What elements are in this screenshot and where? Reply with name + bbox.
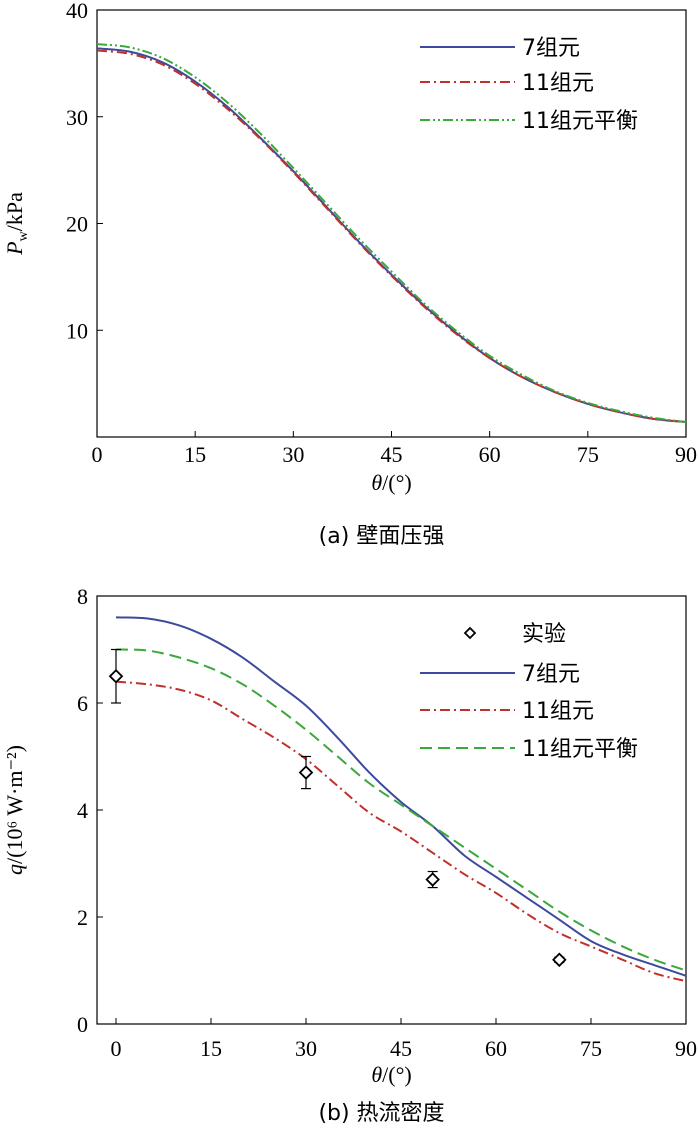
legend-label-1: 7组元	[522, 662, 580, 687]
plot-frame	[96, 595, 687, 1025]
y-tick-label: 4	[77, 798, 88, 823]
legend-label-2: 11组元	[522, 71, 594, 96]
x-tick-label: 90	[675, 1036, 697, 1061]
y-tick-label: 8	[77, 584, 88, 609]
x-tick-label: 15	[184, 442, 206, 467]
experiment-point	[108, 648, 124, 704]
x-tick-label: 0	[92, 442, 103, 467]
x-tick-label: 75	[580, 1036, 602, 1061]
y-axis-label: q/(10⁶ W·m⁻²)	[2, 745, 27, 875]
x-tick-label: 45	[381, 442, 403, 467]
y-tick-label: 40	[66, 0, 88, 23]
chart-a: 0 15 30 45 60 75 90 10 20 30 40 θ/(°) Pw/kPa (a) 壁面压强…	[2, 0, 697, 549]
x-tick-label: 30	[282, 442, 304, 467]
y-tick-label: 30	[66, 105, 88, 130]
legend-label-3: 11组元平衡	[522, 109, 638, 134]
x-tick-label: 30	[295, 1036, 317, 1061]
experiment-point	[298, 755, 314, 790]
x-tick-label: 60	[479, 442, 501, 467]
y-axis-label: Pw/kPa	[2, 192, 31, 256]
y-tick-label: 6	[77, 691, 88, 716]
experiment-point	[552, 952, 567, 968]
series-line-2	[96, 49, 687, 424]
chart-caption: (b) 热流密度	[318, 1101, 444, 1126]
x-axis-label: θ/(°)	[371, 470, 411, 495]
series-line-2	[115, 680, 687, 983]
x-tick-label: 90	[675, 442, 697, 467]
experiment-point	[425, 870, 440, 889]
series-line-3	[115, 648, 687, 972]
legend-label-1: 7组元	[522, 36, 580, 61]
y-tick-label: 0	[77, 1012, 88, 1037]
legend-label-experiment: 实验	[522, 622, 566, 647]
legend-experiment-marker	[463, 626, 477, 640]
chart-caption: (a) 壁面压强	[319, 524, 445, 549]
series-line-1	[115, 616, 687, 977]
x-tick-label: 60	[485, 1036, 507, 1061]
x-tick-label: 75	[577, 442, 599, 467]
chart-b: 0 15 30 45 60 75 90 0 2 4 6 8 θ/(°) q/(10⁶ W·m⁻²) (b) …	[2, 584, 697, 1126]
series-line-1	[96, 47, 687, 424]
x-tick-label: 0	[111, 1036, 122, 1061]
x-axis-label: θ/(°)	[371, 1062, 411, 1087]
x-tick-label: 45	[390, 1036, 412, 1061]
series-line-3	[96, 43, 687, 424]
x-tick-label: 15	[200, 1036, 222, 1061]
y-tick-label: 20	[66, 212, 88, 237]
y-tick-label: 2	[77, 905, 88, 930]
legend-label-2: 11组元	[522, 699, 594, 724]
legend-label-3: 11组元平衡	[522, 737, 638, 762]
y-tick-label: 10	[66, 318, 88, 343]
